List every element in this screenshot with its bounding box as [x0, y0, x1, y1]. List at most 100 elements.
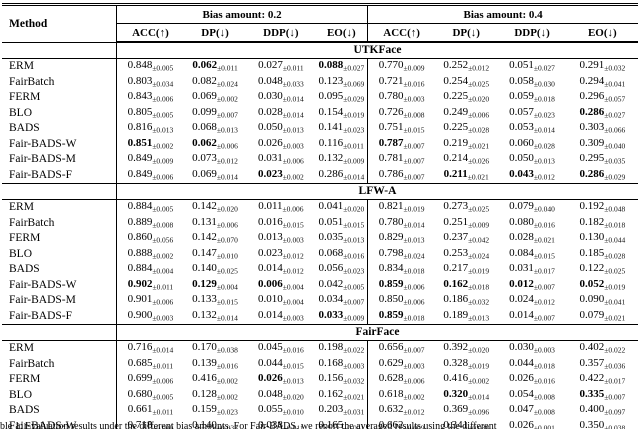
- metric-std: ±0.005: [152, 204, 174, 214]
- metric-value-cell: 0.142±0.020: [184, 200, 246, 216]
- metric-value: 0.147: [192, 246, 217, 259]
- metric-std: ±0.013: [468, 313, 490, 322]
- metric-std: ±0.019: [343, 110, 365, 119]
- metric-value-cell: 0.214±0.026: [435, 152, 497, 168]
- metric-value-cell: 0.090±0.041: [567, 293, 638, 309]
- metric-std: ±0.070: [216, 235, 238, 245]
- metric-value: 0.141: [318, 121, 344, 133]
- metric-std: ±0.020: [216, 204, 238, 214]
- metric-value-cell: 0.225±0.020: [435, 90, 497, 106]
- metric-std: ±0.014: [216, 172, 238, 181]
- metric-value-cell: 0.186±0.032: [435, 293, 497, 309]
- metric-value-cell: 0.140±0.033: [184, 419, 246, 429]
- metric-std: ±0.023: [343, 125, 365, 135]
- metric-value-cell: 0.132±0.014: [184, 309, 246, 325]
- metric-value: 0.052: [579, 277, 605, 290]
- metric-value-cell: 0.006±0.004: [246, 278, 315, 294]
- metric-value-cell: 0.056±0.023: [316, 262, 368, 278]
- metric-std: ±0.019: [468, 266, 490, 276]
- metric-std: ±0.018: [533, 361, 555, 370]
- metric-std: ±0.016: [403, 79, 425, 88]
- group-header-bias-04: Bias amount: 0.4: [367, 4, 638, 24]
- metric-std: ±0.014: [282, 94, 304, 104]
- metric-value: 0.860: [127, 231, 153, 243]
- metric-value-cell: 0.309±0.040: [567, 137, 638, 153]
- metric-std: ±0.033: [282, 79, 304, 88]
- metric-value-cell: 0.069±0.002: [184, 90, 246, 106]
- metric-std: ±0.020: [282, 392, 304, 401]
- metric-std: ±0.032: [604, 63, 626, 73]
- metric-std: ±0.012: [533, 297, 555, 307]
- metric-std: ±0.011: [343, 141, 364, 150]
- metric-std: ±0.005: [152, 110, 174, 119]
- metric-value-cell: 0.042±0.005: [316, 278, 368, 294]
- metric-value-cell: 0.189±0.013: [435, 309, 497, 325]
- method-name: BLO: [9, 106, 32, 119]
- metric-value: 0.159: [192, 403, 217, 415]
- group-header-bias-02: Bias amount: 0.2: [115, 4, 368, 24]
- method-column-header: Method: [9, 17, 48, 30]
- metric-value-cell: 0.026±0.001: [497, 419, 566, 429]
- metric-std: ±0.025: [468, 204, 490, 214]
- metric-value: 0.031: [509, 262, 534, 274]
- metric-value: 0.026: [257, 136, 283, 149]
- metric-std: ±0.015: [343, 220, 365, 229]
- metric-value-cell: 0.024±0.012: [497, 293, 566, 309]
- metric-value-cell: 0.416±0.002: [184, 372, 246, 388]
- metric-value-cell: 0.829±0.013: [367, 231, 436, 247]
- metric-value-cell: 0.781±0.007: [367, 152, 436, 168]
- method-name: ERM: [9, 60, 34, 73]
- metric-value: 0.060: [509, 136, 534, 149]
- metric-value-cell: 0.751±0.015: [367, 121, 436, 137]
- table-row-fairface-blo: BLO 0.680±0.005 0.128±0.002 0.048±0.020 0.16…: [2, 387, 638, 403]
- metric-value: 0.142: [192, 231, 217, 243]
- metric-value: 0.225: [443, 90, 469, 102]
- metric-std: ±0.025: [604, 266, 626, 276]
- metric-value-cell: 0.147±0.010: [184, 247, 246, 263]
- metric-std: ±0.029: [343, 94, 365, 104]
- metric-std: ±0.004: [216, 282, 238, 291]
- metric-std: ±0.007: [403, 141, 425, 150]
- metric-std: ±0.033: [216, 423, 238, 429]
- metric-value-cell: 0.350±0.038: [567, 419, 638, 429]
- metric-std: ±0.021: [343, 423, 365, 429]
- metric-value-cell: 0.850±0.006: [367, 293, 436, 309]
- metric-value: 0.168: [318, 356, 344, 369]
- metric-value-cell: 0.884±0.005: [115, 199, 184, 216]
- metric-value: 0.816: [127, 121, 153, 133]
- metric-value: 0.073: [192, 152, 217, 164]
- metric-value: 0.848: [127, 59, 153, 71]
- metric-value: 0.219: [443, 136, 469, 149]
- metric-std: ±0.005: [152, 63, 174, 73]
- metric-std: ±0.016: [533, 220, 555, 229]
- metric-std: ±0.003: [403, 94, 425, 104]
- metric-std: ±0.006: [403, 282, 425, 291]
- metric-header-acc-1: ACC(↑): [367, 23, 436, 43]
- metric-std: ±0.012: [533, 172, 555, 181]
- metric-std: ±0.011: [152, 282, 174, 291]
- metric-value-cell: 0.618±0.002: [367, 387, 436, 403]
- metric-value-cell: 0.680±0.005: [115, 387, 184, 403]
- metric-value: 0.884: [127, 262, 153, 274]
- metric-value: 0.859: [378, 308, 404, 321]
- metric-value-cell: 0.165±0.021: [316, 419, 368, 429]
- metric-std: ±0.015: [282, 220, 304, 229]
- metric-std: ±0.021: [533, 235, 555, 245]
- metric-std: ±0.017: [533, 266, 555, 276]
- metric-std: ±0.028: [604, 251, 626, 260]
- metric-value: 0.805: [127, 105, 153, 118]
- table-row-utkface-blo: BLO 0.805±0.005 0.099±0.007 0.028±0.014 0.15…: [2, 105, 638, 121]
- method-name: Fair-BADS-W: [9, 278, 77, 291]
- metric-std: ±0.097: [604, 407, 626, 417]
- metric-std: ±0.014: [403, 220, 425, 229]
- metric-std: ±0.004: [152, 266, 174, 276]
- metric-std: ±0.038: [468, 423, 490, 429]
- metric-std: ±0.030: [533, 79, 555, 88]
- section-method-spacer: [2, 324, 117, 341]
- metric-value: 0.027: [258, 59, 283, 71]
- metric-value: 0.130: [579, 231, 605, 243]
- table-row-utkface-fair-bads-m: Fair-BADS-M 0.849±0.009 0.073±0.012 0.031±0…: [2, 152, 638, 168]
- metric-value-cell: 0.030±0.014: [246, 90, 315, 106]
- metric-value: 0.023: [257, 167, 283, 180]
